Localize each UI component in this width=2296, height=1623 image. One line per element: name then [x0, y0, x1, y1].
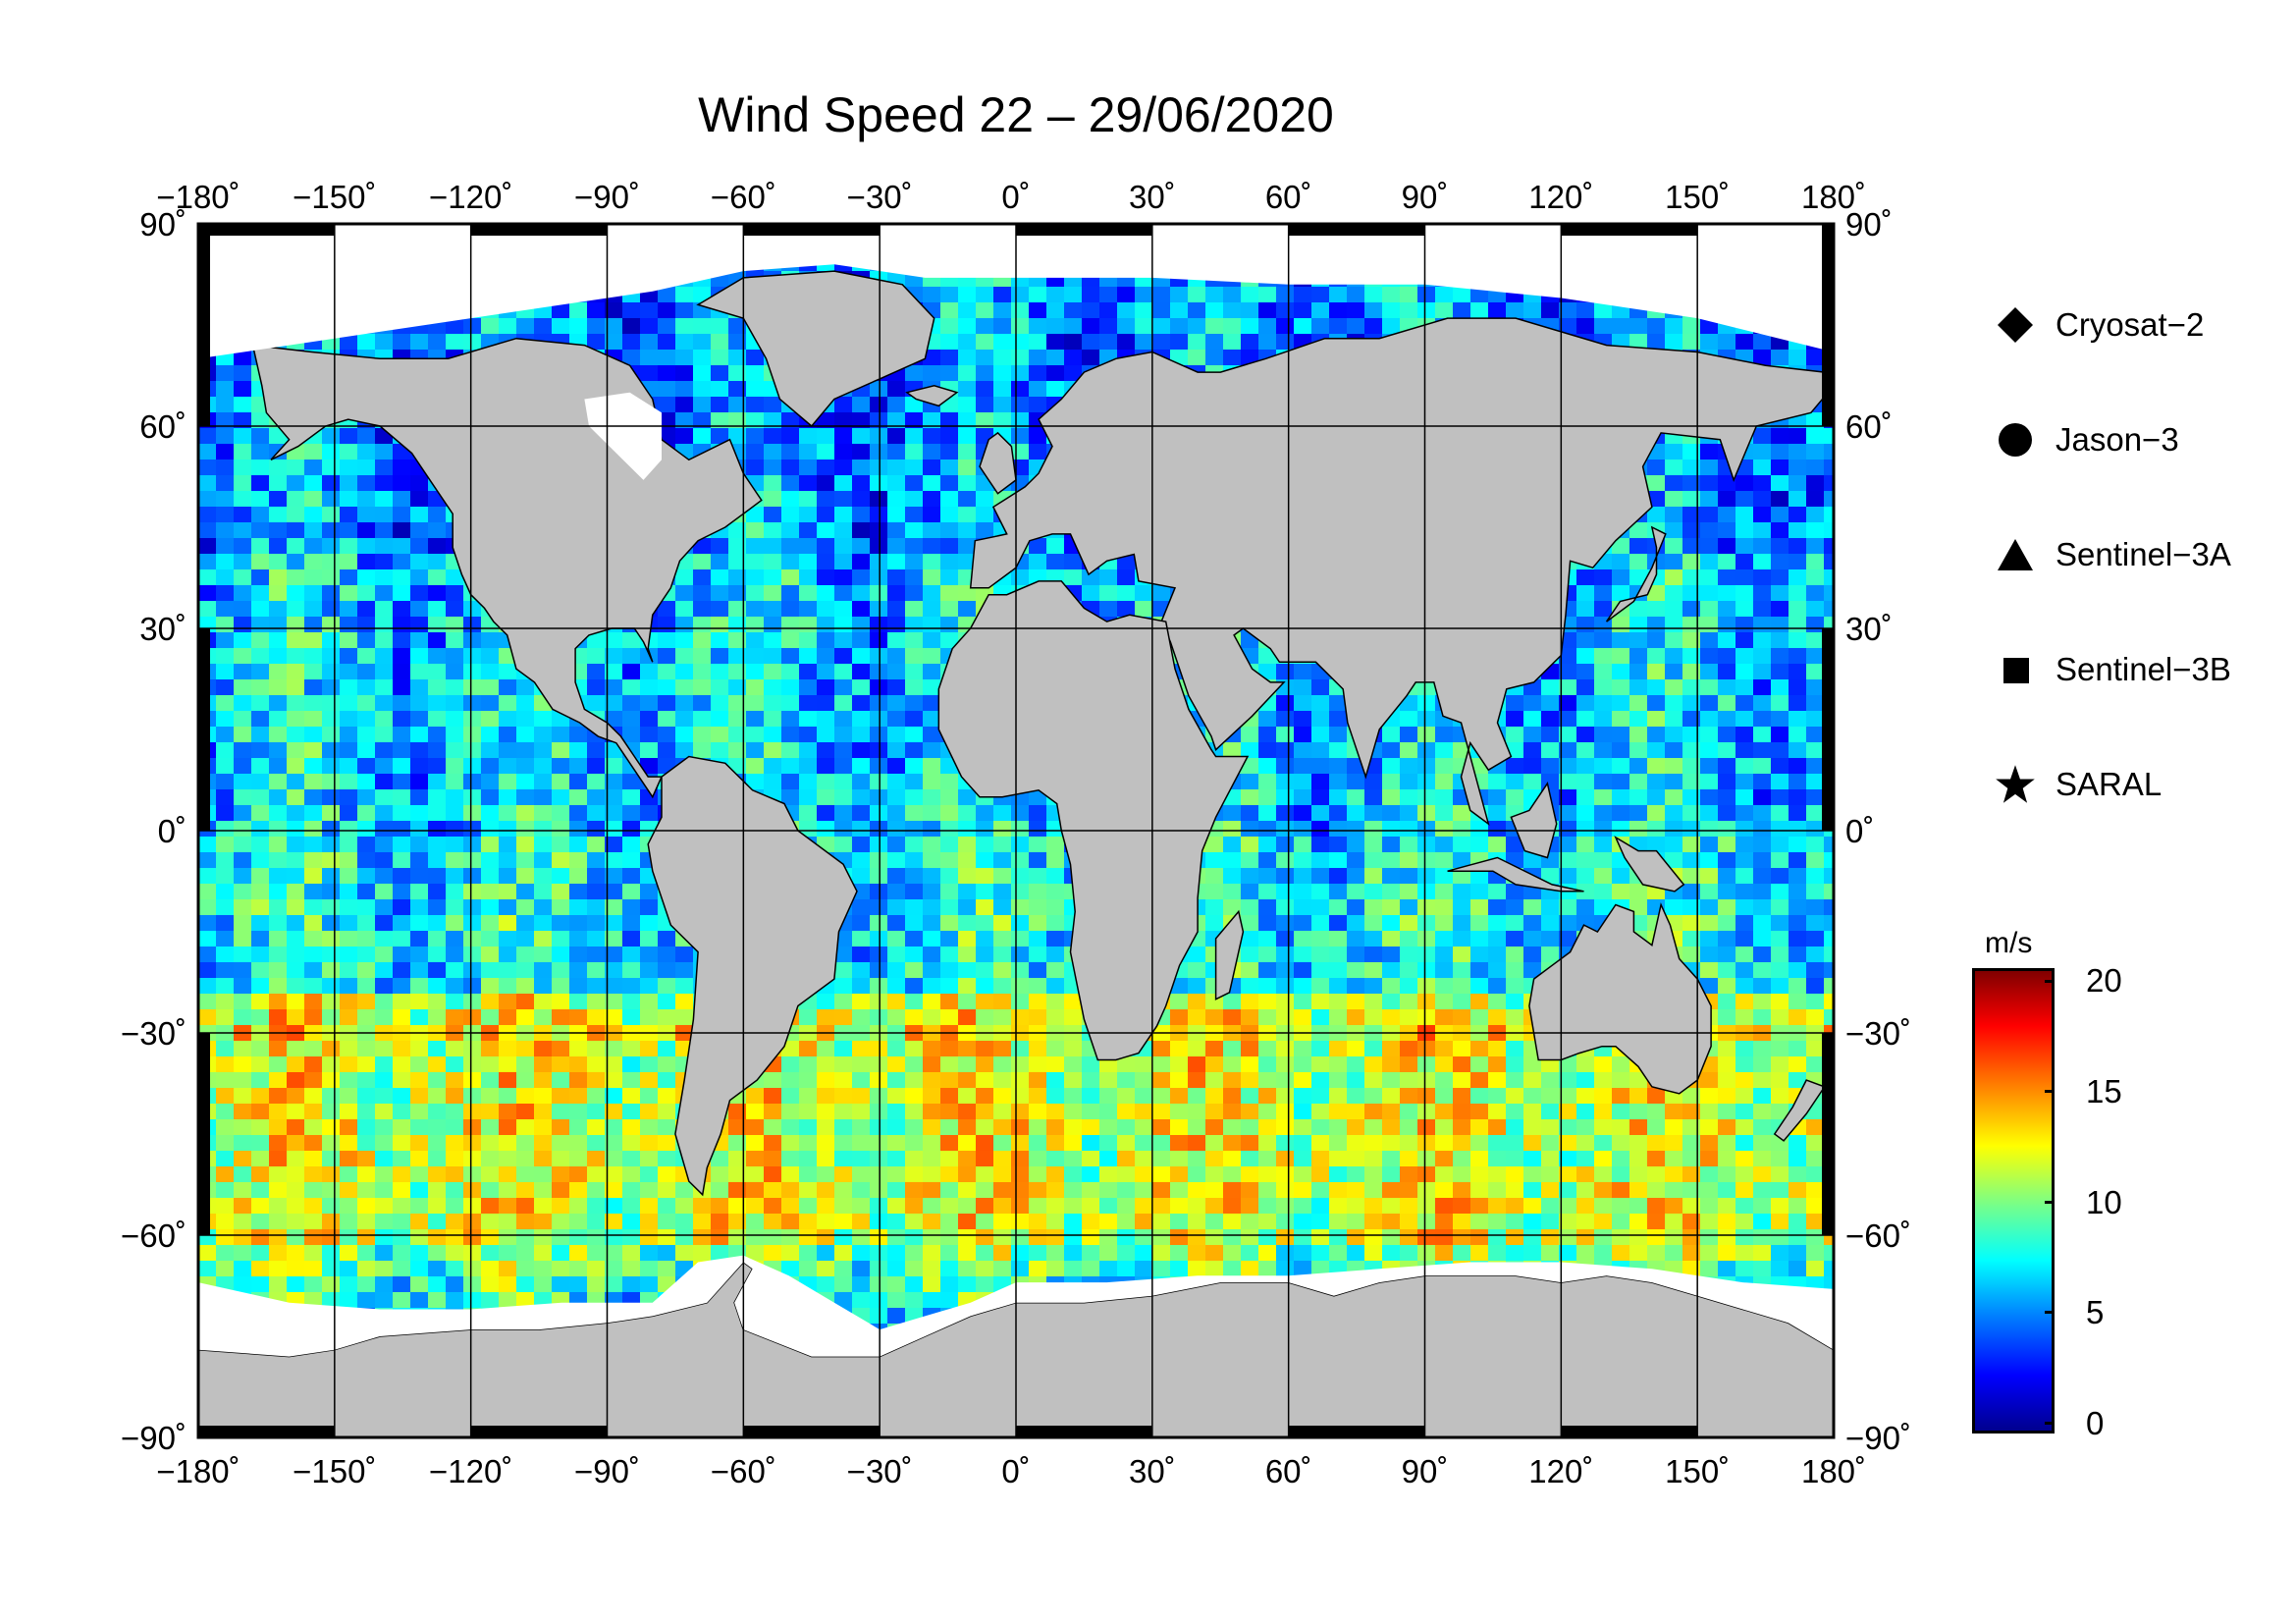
- lon-tick-label-top: 90˚: [1402, 179, 1449, 215]
- legend-label: Cryosat−2: [2056, 306, 2205, 343]
- legend-label: Jason−3: [2056, 421, 2179, 458]
- lon-tick-label-bottom: −90˚: [574, 1453, 640, 1489]
- lat-tick-label-right: −90˚: [1845, 1420, 1911, 1456]
- graticule: [198, 224, 1834, 1437]
- lon-tick-label-top: −180˚: [156, 179, 240, 215]
- lon-tick-label-top: 0˚: [1001, 179, 1030, 215]
- lat-tick-label-left: 30˚: [139, 611, 187, 647]
- legend-item-saral: SARAL: [1993, 760, 2162, 809]
- lon-tick-label-top: −120˚: [429, 179, 512, 215]
- lon-tick-label-top: 60˚: [1265, 179, 1312, 215]
- lon-tick-label-bottom: 120˚: [1528, 1453, 1593, 1489]
- land-area: [1614, 836, 1685, 893]
- lat-tick-label-left: −60˚: [121, 1217, 187, 1254]
- lat-tick-label-left: −30˚: [121, 1015, 187, 1052]
- lat-tick-label-right: 90˚: [1845, 206, 1893, 243]
- lon-tick-label-bottom: 0˚: [1001, 1453, 1030, 1489]
- legend-item-jason: Jason−3: [1993, 415, 2179, 464]
- lon-tick-label-top: −60˚: [711, 179, 776, 215]
- colorbar-tick-label: 10: [2086, 1184, 2122, 1220]
- colorbar-unit: m/s: [1985, 927, 2033, 959]
- lon-tick-label-bottom: −180˚: [156, 1453, 240, 1489]
- land-area: [1510, 782, 1558, 859]
- lat-tick-label-right: 60˚: [1845, 408, 1893, 445]
- lon-tick-label-top: 150˚: [1665, 179, 1730, 215]
- legend-label: Sentinel−3A: [2056, 536, 2231, 572]
- lat-tick-label-right: 30˚: [1845, 611, 1893, 647]
- land-area: [1605, 525, 1667, 622]
- lon-tick-label-bottom: −120˚: [429, 1453, 512, 1489]
- legend-item-sentinel-3a: Sentinel−3A: [1993, 530, 2231, 579]
- circle-icon: [1993, 417, 2038, 462]
- square-icon: [1993, 647, 2038, 692]
- map-title: Wind Speed 22 – 29/06/2020: [698, 87, 1334, 142]
- land-area: [1447, 856, 1584, 893]
- colorbar-tick-label: 0: [2086, 1405, 2105, 1441]
- diamond-icon: [1993, 302, 2038, 348]
- sea-ice-area: [198, 1255, 1834, 1357]
- colorbar-tick-label: 15: [2086, 1073, 2122, 1109]
- colorbar-tick-label: 5: [2086, 1294, 2105, 1330]
- lon-tick-label-bottom: −60˚: [711, 1453, 776, 1489]
- lon-tick-label-top: 180˚: [1801, 179, 1866, 215]
- lon-tick-label-bottom: 60˚: [1265, 1453, 1312, 1489]
- frame-scale-bars: [198, 224, 1834, 1437]
- lon-tick-label-bottom: −30˚: [847, 1453, 913, 1489]
- lon-tick-label-top: −90˚: [574, 179, 640, 215]
- lon-tick-label-bottom: 90˚: [1402, 1453, 1449, 1489]
- colorbar: [1972, 968, 2055, 1434]
- lat-tick-label-left: 0˚: [158, 813, 187, 849]
- lat-tick-label-left: 90˚: [139, 206, 187, 243]
- legend-label: Sentinel−3B: [2056, 651, 2231, 687]
- lon-tick-label-top: −30˚: [847, 179, 913, 215]
- lat-tick-label-right: −30˚: [1845, 1015, 1911, 1052]
- land-area: [969, 317, 1834, 826]
- land-area: [1214, 909, 1245, 1001]
- land-area: [979, 431, 1017, 495]
- legend-item-sentinel-3b: Sentinel−3B: [1993, 645, 2231, 694]
- colorbar-tick-label: 20: [2086, 962, 2122, 999]
- legend-item-cryosat: Cryosat−2: [1993, 300, 2204, 350]
- triangle-icon: [1993, 532, 2038, 577]
- land-area: [905, 385, 959, 407]
- land-area: [1528, 902, 1712, 1095]
- legend-label: SARAL: [2056, 766, 2163, 802]
- lon-tick-label-top: −150˚: [293, 179, 376, 215]
- lon-tick-label-bottom: 150˚: [1665, 1453, 1730, 1489]
- lon-tick-label-top: 120˚: [1528, 179, 1593, 215]
- lon-tick-label-bottom: 30˚: [1129, 1453, 1176, 1489]
- sea-ice-area: [584, 392, 662, 480]
- lon-tick-label-bottom: −150˚: [293, 1453, 376, 1489]
- lon-tick-label-bottom: 180˚: [1801, 1453, 1866, 1489]
- lat-tick-label-left: 60˚: [139, 408, 187, 445]
- lat-tick-label-left: −90˚: [121, 1420, 187, 1456]
- lat-tick-label-right: 0˚: [1845, 813, 1874, 849]
- lat-tick-label-right: −60˚: [1845, 1217, 1911, 1254]
- axis-tick-labels: −180˚ −180˚ −150˚ −150˚ −120˚ −120˚ −90˚ −90˚ −6…: [121, 179, 1911, 1489]
- land-area: [647, 755, 858, 1197]
- star-icon: [1993, 762, 2038, 807]
- lon-tick-label-top: 30˚: [1129, 179, 1176, 215]
